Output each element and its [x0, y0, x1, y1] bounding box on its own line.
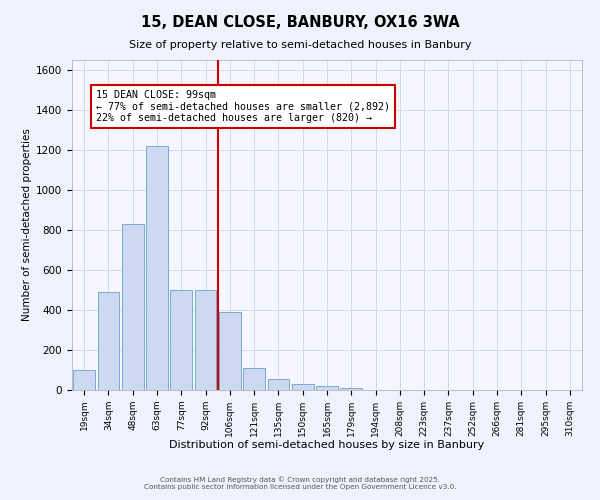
Bar — [268, 379, 289, 390]
Bar — [170, 290, 192, 390]
Bar — [122, 224, 143, 390]
Bar — [146, 146, 168, 390]
Bar — [73, 370, 95, 390]
Bar — [219, 312, 241, 390]
Bar — [194, 290, 217, 390]
Bar — [97, 292, 119, 390]
Text: Contains HM Land Registry data © Crown copyright and database right 2025.
Contai: Contains HM Land Registry data © Crown c… — [144, 476, 456, 490]
Bar — [243, 368, 265, 390]
Y-axis label: Number of semi-detached properties: Number of semi-detached properties — [22, 128, 32, 322]
Bar — [316, 386, 338, 390]
Bar — [292, 384, 314, 390]
Bar — [340, 388, 362, 390]
X-axis label: Distribution of semi-detached houses by size in Banbury: Distribution of semi-detached houses by … — [169, 440, 485, 450]
Text: 15, DEAN CLOSE, BANBURY, OX16 3WA: 15, DEAN CLOSE, BANBURY, OX16 3WA — [140, 15, 460, 30]
Text: Size of property relative to semi-detached houses in Banbury: Size of property relative to semi-detach… — [129, 40, 471, 50]
Text: 15 DEAN CLOSE: 99sqm
← 77% of semi-detached houses are smaller (2,892)
22% of se: 15 DEAN CLOSE: 99sqm ← 77% of semi-detac… — [96, 90, 390, 123]
